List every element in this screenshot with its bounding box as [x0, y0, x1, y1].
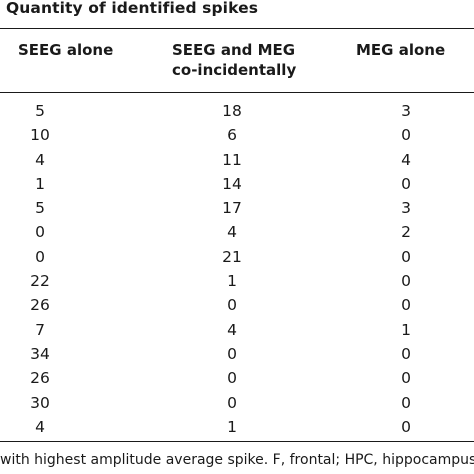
top-rule: [0, 28, 474, 29]
column-header-meg-alone: MEG alone: [356, 41, 446, 59]
cell-seeg-and-meg: 0: [227, 369, 237, 388]
column-header-seeg-and-meg: SEEG and MEG co-incidentally: [172, 40, 296, 80]
table-row: 0 4 2: [0, 220, 474, 244]
cell-meg-alone: 0: [401, 247, 411, 266]
cell-meg-alone: 0: [401, 393, 411, 412]
cell-meg-alone: 1: [401, 320, 411, 339]
table-body: 5 18 3 10 6 0 4 11 4 1 14 0 5 17 3 0 4 2: [0, 99, 474, 439]
cell-seeg-and-meg: 4: [227, 320, 237, 339]
cell-seeg-alone: 26: [30, 296, 50, 315]
cell-seeg-alone: 22: [30, 272, 50, 291]
cell-meg-alone: 0: [401, 174, 411, 193]
cell-seeg-alone: 34: [30, 344, 50, 363]
cell-seeg-and-meg: 21: [222, 247, 242, 266]
cell-seeg-alone: 0: [35, 223, 45, 242]
cell-seeg-alone: 10: [30, 126, 50, 145]
table-row: 4 1 0: [0, 415, 474, 439]
cell-meg-alone: 0: [401, 272, 411, 291]
table-title: Quantity of identified spikes: [6, 0, 259, 17]
cell-seeg-alone: 5: [35, 199, 45, 218]
table-row: 7 4 1: [0, 318, 474, 342]
column-header-seeg-and-meg-line2: co-incidentally: [172, 61, 297, 79]
table-row: 22 1 0: [0, 269, 474, 293]
table-row: 30 0 0: [0, 391, 474, 415]
cell-meg-alone: 0: [401, 126, 411, 145]
table-row: 34 0 0: [0, 342, 474, 366]
column-header-seeg-alone: SEEG alone: [18, 41, 114, 59]
table-row: 4 11 4: [0, 148, 474, 172]
cell-seeg-and-meg: 0: [227, 344, 237, 363]
cell-seeg-and-meg: 1: [227, 272, 237, 291]
cell-meg-alone: 4: [401, 150, 411, 169]
cell-meg-alone: 0: [401, 369, 411, 388]
cell-seeg-and-meg: 18: [222, 102, 242, 120]
bottom-rule: [0, 441, 474, 442]
cell-seeg-alone: 7: [35, 320, 45, 339]
cell-meg-alone: 3: [401, 199, 411, 218]
header-rule: [0, 92, 474, 93]
cell-seeg-alone: 0: [35, 247, 45, 266]
cell-meg-alone: 0: [401, 417, 411, 436]
cell-seeg-and-meg: 0: [227, 296, 237, 315]
cell-meg-alone: 0: [401, 344, 411, 363]
cell-seeg-and-meg: 11: [222, 150, 242, 169]
table-footnote: with highest amplitude average spike. F,…: [0, 452, 474, 468]
cell-seeg-and-meg: 14: [222, 174, 242, 193]
table-row: 26 0 0: [0, 293, 474, 317]
cell-seeg-alone: 1: [35, 174, 45, 193]
cell-seeg-and-meg: 0: [227, 393, 237, 412]
cell-meg-alone: 3: [401, 102, 411, 120]
column-header-seeg-and-meg-line1: SEEG and MEG: [172, 41, 296, 59]
cell-seeg-and-meg: 17: [222, 199, 242, 218]
cell-seeg-and-meg: 1: [227, 417, 237, 436]
table-row: 5 18 3: [0, 99, 474, 123]
table-row: 5 17 3: [0, 196, 474, 220]
cell-seeg-alone: 26: [30, 369, 50, 388]
table-row: 1 14 0: [0, 172, 474, 196]
cell-seeg-alone: 5: [35, 102, 45, 120]
cell-seeg-and-meg: 4: [227, 223, 237, 242]
table-row: 26 0 0: [0, 366, 474, 390]
cell-seeg-and-meg: 6: [227, 126, 237, 145]
cell-seeg-alone: 30: [30, 393, 50, 412]
table-row: 10 6 0: [0, 123, 474, 147]
cell-meg-alone: 2: [401, 223, 411, 242]
cell-seeg-alone: 4: [35, 150, 45, 169]
cell-meg-alone: 0: [401, 296, 411, 315]
table-row: 0 21 0: [0, 245, 474, 269]
cell-seeg-alone: 4: [35, 417, 45, 436]
